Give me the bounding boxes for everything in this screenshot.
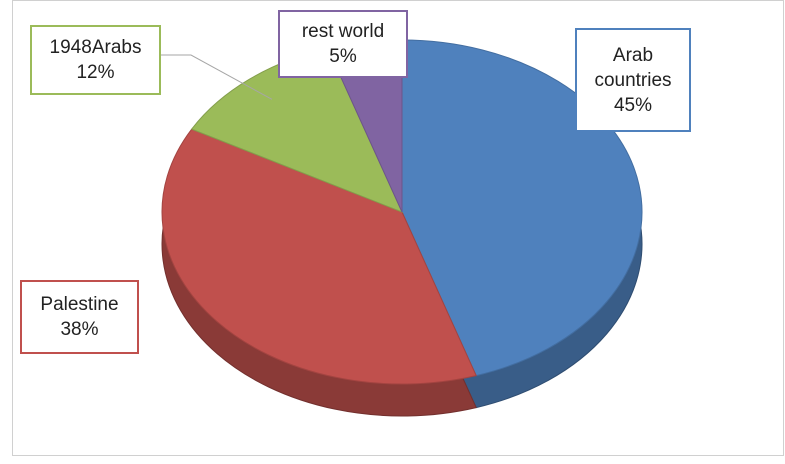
value-label: 5% [329,46,357,67]
chart-frame [12,0,784,456]
leader-line [161,54,273,100]
leader-lines [161,54,273,100]
slice [161,128,477,385]
value-label: 12% [76,62,115,83]
category-label: rest world [301,21,385,42]
data-label: Palestine 38% [20,280,139,354]
data-label: 1948Arabs 12% [30,25,161,95]
category-label: 1948Arabs [49,37,142,58]
category-label: Palestine [40,294,119,315]
value-label: 38% [60,319,99,340]
category-label: Arab countries [594,44,672,91]
value-label: 45% [613,94,653,116]
data-label: rest world 5% [278,10,408,78]
pie-tops [161,39,643,385]
data-label: Arab countries 45% [575,28,691,132]
